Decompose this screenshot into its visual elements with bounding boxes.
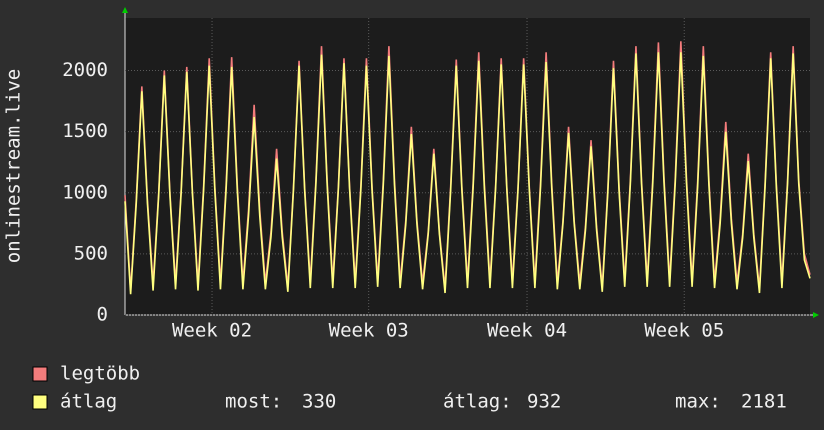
x-tick-label: Week 05	[644, 320, 724, 342]
legend-label: legtöbb	[60, 363, 140, 385]
plot-area	[125, 18, 810, 315]
y-tick-label: 1000	[62, 181, 108, 203]
y-tick-label: 1500	[62, 120, 108, 142]
legend-label: átlag	[60, 391, 117, 413]
stat-value: 2181	[741, 391, 787, 413]
y-tick-label: 2000	[62, 59, 108, 81]
axis-arrow	[122, 7, 128, 13]
y-tick-label: 500	[74, 242, 108, 264]
stat-label: max:	[675, 391, 721, 413]
stat-value: 330	[302, 391, 336, 413]
y-tick-label: 0	[97, 304, 108, 326]
x-tick-label: Week 03	[329, 320, 409, 342]
stat-value: 932	[527, 391, 561, 413]
series-line	[124, 52, 811, 295]
legend-swatch	[32, 394, 48, 410]
axis-arrow	[813, 312, 819, 318]
stat-label: most:	[225, 391, 282, 413]
stat-label: átlag:	[443, 391, 512, 413]
x-tick-label: Week 02	[172, 320, 252, 342]
x-tick-label: Week 04	[487, 320, 567, 342]
legend-swatch	[32, 366, 48, 382]
y-axis-label: onlinestream.live	[3, 69, 25, 263]
